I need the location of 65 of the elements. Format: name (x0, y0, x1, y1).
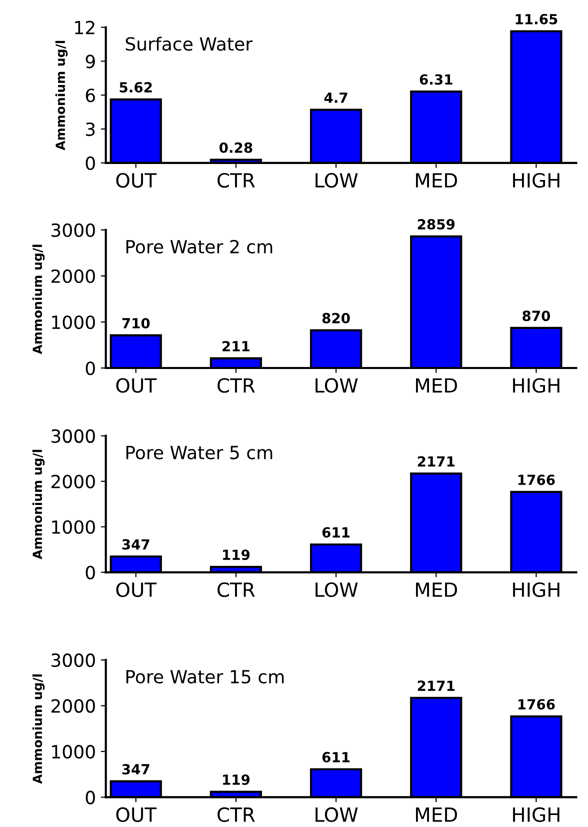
x-tick-label: CTR (218, 807, 255, 822)
x-tick-label: LOW (316, 378, 358, 393)
y-tick-label: 12 (75, 20, 94, 34)
chart-title: Pore Water 2 cm (126, 240, 272, 254)
y-tick-label: 2000 (51, 269, 95, 284)
data-label: 820 (322, 312, 350, 324)
y-tick-label: 1000 (52, 520, 95, 534)
x-tick-label: OUT (116, 582, 157, 598)
data-label: 119 (223, 550, 250, 560)
data-label: 119 (223, 774, 250, 785)
data-label: 347 (122, 764, 150, 774)
y-tick-label: 6 (86, 88, 95, 102)
data-label: 0.28 (219, 142, 252, 153)
data-label: 5.62 (120, 82, 152, 93)
data-label: 4.7 (324, 92, 348, 103)
data-label: 11.65 (516, 14, 558, 24)
y-tick-label: 0 (86, 156, 95, 170)
data-label: 870 (522, 310, 550, 322)
y-tick-label: 3000 (52, 653, 95, 668)
data-label: 6.31 (420, 74, 452, 85)
y-tick-label: 3 (86, 122, 95, 136)
y-tick-label: 0 (86, 790, 95, 804)
x-tick-label: CTR (218, 172, 255, 188)
x-tick-label: MED (416, 378, 457, 393)
x-tick-label: LOW (316, 172, 358, 188)
chart-title: Pore Water 5 cm (126, 446, 272, 460)
y-tick-label: 2000 (51, 699, 95, 713)
y-tick-label: 1000 (52, 315, 95, 330)
y-axis-title: Ammonium ug/l (55, 40, 68, 150)
y-tick-label: 2000 (51, 474, 95, 488)
x-tick-label: MED (416, 808, 457, 822)
y-tick-label: 3000 (52, 429, 95, 443)
y-axis-title: Ammonium ug/l (32, 244, 45, 354)
data-label: 1766 (518, 474, 555, 486)
y-tick-label: 0 (86, 566, 95, 580)
data-label: 611 (322, 527, 350, 538)
x-tick-label: HIGH (513, 582, 560, 598)
x-tick-label: LOW (316, 582, 358, 598)
x-tick-label: HIGH (513, 378, 560, 393)
x-tick-label: MED (416, 582, 457, 597)
x-tick-label: HIGH (513, 807, 560, 822)
data-label: 710 (122, 318, 150, 328)
x-tick-label: LOW (316, 807, 358, 822)
data-label: 2171 (418, 680, 454, 691)
x-tick-label: MED (416, 173, 457, 188)
x-tick-label: HIGH (513, 172, 560, 188)
y-tick-label: 1000 (52, 744, 95, 759)
data-label: 347 (122, 539, 150, 550)
chart-title: Pore Water 15 cm (126, 670, 284, 684)
x-tick-label: OUT (116, 807, 157, 822)
x-tick-label: OUT (116, 378, 157, 393)
y-axis-title: Ammonium ug/l (32, 450, 45, 560)
y-tick-label: 0 (86, 361, 95, 376)
data-label: 2171 (418, 456, 454, 466)
x-tick-label: OUT (116, 172, 157, 188)
data-label: 1766 (518, 699, 555, 710)
data-label: 211 (222, 340, 250, 352)
y-axis-title: Ammonium ug/l (32, 674, 45, 784)
y-tick-label: 3000 (52, 223, 95, 238)
chart-title: Surface Water (126, 36, 253, 51)
x-tick-label: CTR (218, 582, 255, 598)
x-tick-label: CTR (218, 378, 255, 393)
y-tick-label: 9 (86, 54, 95, 68)
data-label: 611 (322, 752, 350, 762)
data-label: 2859 (418, 219, 455, 230)
